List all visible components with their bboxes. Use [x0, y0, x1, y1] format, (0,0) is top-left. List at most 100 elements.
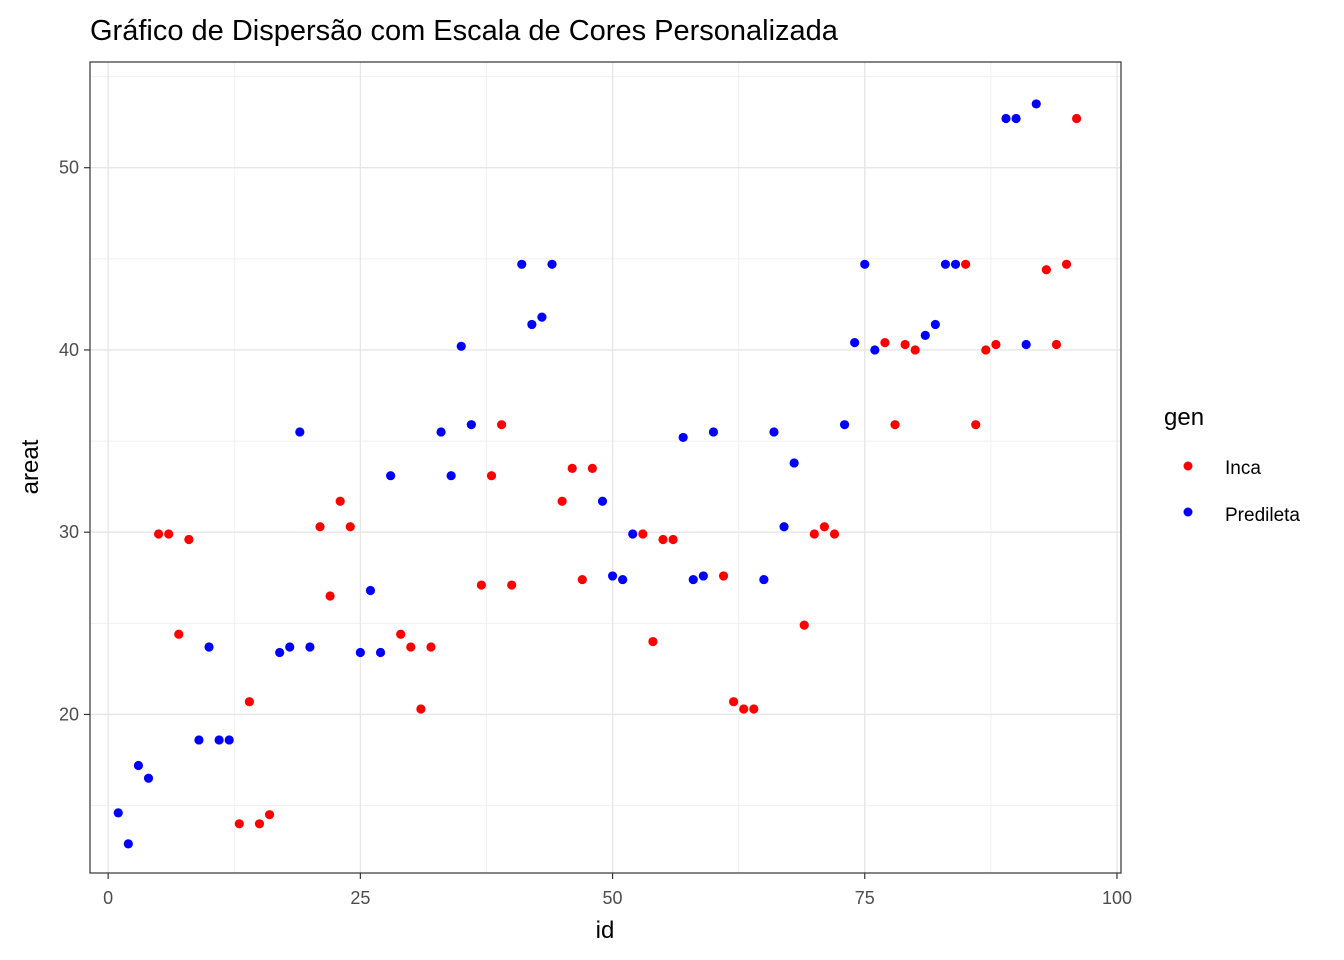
point-predileta: [285, 642, 295, 652]
point-inca: [880, 338, 890, 348]
point-predileta: [920, 330, 930, 340]
x-axis-title: id: [596, 917, 615, 944]
point-predileta: [940, 259, 951, 269]
point-inca: [406, 642, 416, 652]
plot-panel-border: [89, 61, 1122, 874]
plot-panel-background: [90, 62, 1121, 873]
point-predileta: [769, 427, 779, 437]
x-tick-label: 0: [103, 888, 113, 908]
point-predileta: [204, 642, 214, 652]
point-predileta: [224, 735, 234, 745]
point-predileta: [930, 319, 940, 330]
point-predileta: [517, 259, 527, 269]
point-predileta: [628, 529, 638, 539]
point-predileta: [275, 647, 285, 658]
x-tick-label: 100: [1102, 888, 1132, 908]
point-predileta: [779, 522, 789, 532]
point-predileta: [355, 647, 365, 658]
point-predileta: [698, 571, 708, 581]
legend-key-inca: [1183, 461, 1193, 471]
point-predileta: [759, 574, 769, 585]
point-inca: [890, 420, 900, 430]
point-predileta: [950, 259, 961, 269]
y-tick-label: 20: [59, 704, 79, 724]
point-predileta: [456, 341, 466, 351]
x-tick-label: 50: [603, 888, 623, 908]
point-inca: [254, 819, 265, 829]
x-tick-label: 75: [855, 888, 875, 908]
legend-key-predileta: [1183, 507, 1193, 517]
point-inca: [507, 580, 517, 590]
point-predileta: [375, 647, 386, 658]
x-axis-ticks: 0 25 50 75 100: [103, 873, 1132, 908]
x-tick-label: 25: [350, 888, 370, 908]
point-predileta: [860, 259, 870, 269]
point-predileta: [547, 259, 557, 269]
point-inca: [739, 704, 749, 714]
point-inca: [1061, 259, 1072, 269]
point-inca: [174, 629, 184, 639]
legend-label-inca: Inca: [1225, 458, 1261, 479]
point-predileta: [113, 808, 123, 818]
point-predileta: [436, 427, 446, 437]
legend-label-predileta: Predileta: [1225, 505, 1300, 526]
point-predileta: [214, 735, 224, 745]
point-predileta: [789, 458, 799, 468]
point-inca: [991, 339, 1001, 350]
point-inca: [648, 636, 658, 647]
grid-minor: [90, 62, 1121, 873]
point-inca: [325, 591, 335, 601]
point-predileta: [365, 585, 376, 596]
point-inca: [749, 704, 759, 714]
y-axis-ticks: 20 30 40 50: [59, 158, 90, 724]
point-inca: [587, 463, 597, 474]
point-inca: [577, 574, 587, 585]
point-inca: [718, 571, 729, 581]
point-inca: [486, 471, 497, 481]
point-inca: [426, 642, 436, 652]
point-predileta: [537, 312, 547, 322]
point-inca: [829, 529, 840, 539]
point-inca: [799, 620, 809, 630]
point-inca: [809, 529, 819, 539]
point-predileta: [123, 839, 133, 849]
point-inca: [961, 259, 971, 269]
point-predileta: [386, 471, 396, 481]
point-inca: [396, 629, 406, 639]
point-predileta: [1001, 113, 1011, 124]
point-inca: [496, 420, 507, 430]
point-inca: [658, 534, 668, 545]
y-axis-title: areat: [17, 439, 44, 494]
point-predileta: [466, 420, 476, 430]
y-tick-label: 40: [59, 340, 79, 360]
point-predileta: [678, 432, 688, 443]
legend-title: gen: [1164, 404, 1204, 431]
data-points: [113, 99, 1082, 849]
point-inca: [668, 534, 678, 545]
grid-major: [90, 62, 1121, 873]
point-inca: [244, 697, 254, 707]
point-inca: [153, 529, 164, 539]
point-predileta: [618, 574, 628, 585]
point-inca: [476, 580, 487, 590]
point-predileta: [305, 642, 315, 652]
point-predileta: [133, 760, 144, 771]
point-predileta: [1011, 113, 1021, 124]
point-inca: [638, 529, 648, 539]
point-predileta: [446, 471, 456, 481]
point-inca: [264, 810, 275, 820]
point-inca: [567, 463, 577, 474]
point-inca: [164, 529, 174, 539]
point-inca: [315, 522, 325, 532]
point-inca: [345, 522, 355, 532]
point-inca: [184, 534, 194, 545]
point-inca: [1072, 113, 1082, 124]
point-inca: [1051, 339, 1062, 350]
point-predileta: [295, 427, 305, 437]
chart-title: Gráfico de Dispersão com Escala de Cores…: [90, 15, 839, 47]
point-predileta: [527, 319, 537, 330]
point-inca: [910, 345, 920, 355]
point-inca: [416, 704, 426, 714]
point-predileta: [850, 338, 860, 348]
point-inca: [557, 496, 567, 506]
